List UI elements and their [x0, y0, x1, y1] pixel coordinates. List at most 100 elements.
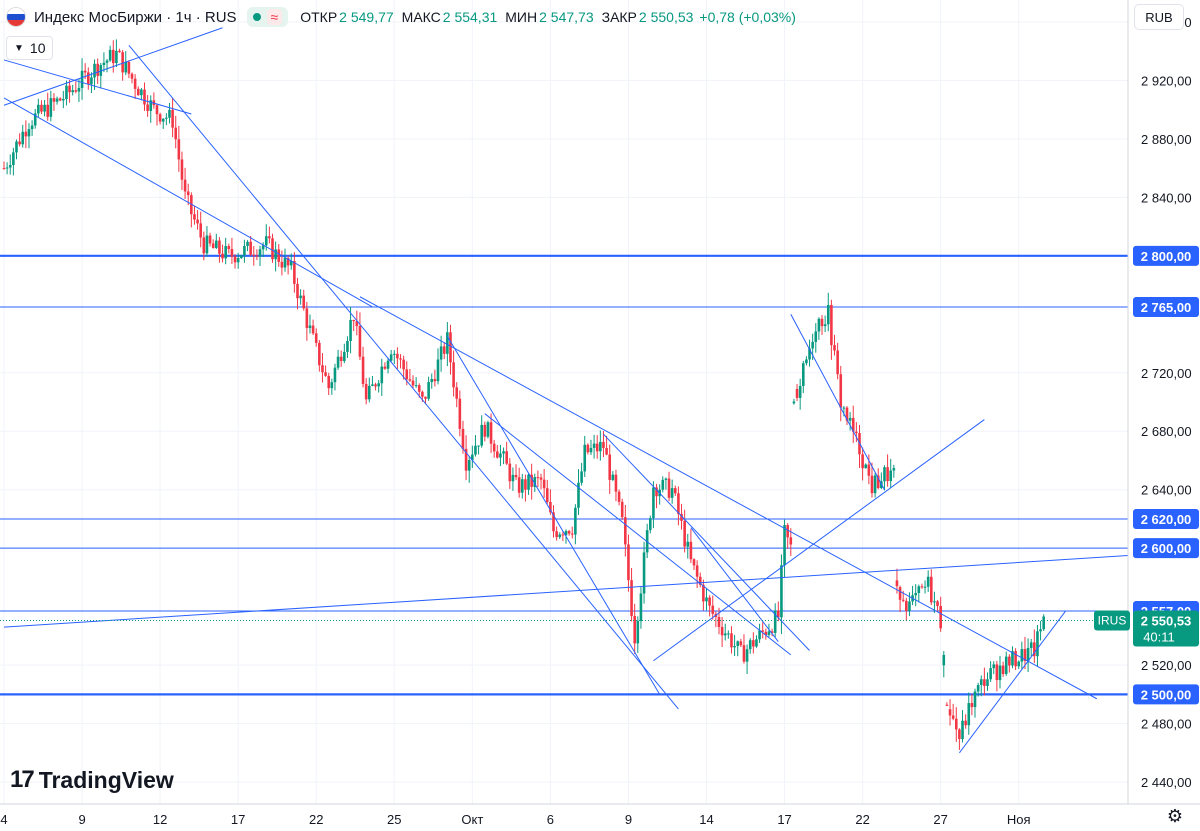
candle-body: [18, 141, 21, 145]
candle-body: [873, 475, 877, 494]
candle-body: [492, 443, 496, 452]
tradingview-logo[interactable]: 17 TradingView: [10, 766, 174, 794]
time-tick-label: 4: [0, 812, 7, 827]
candle-body: [121, 52, 124, 73]
candle-body: [792, 401, 796, 404]
candle-body: [177, 139, 181, 160]
candle-body: [464, 448, 468, 471]
candle-body: [140, 89, 143, 96]
candle-body: [21, 131, 25, 145]
candle-body: [961, 720, 964, 739]
symbol-title[interactable]: Индекс МосБиржи · 1ч · RUS: [34, 8, 237, 26]
candle-body: [1039, 629, 1042, 632]
time-axis[interactable]: [0, 804, 1200, 831]
candle-body: [630, 580, 633, 617]
candle-body: [586, 444, 590, 453]
trend-line[interactable]: [958, 610, 1066, 754]
price-axis[interactable]: [1128, 0, 1200, 831]
trend-line[interactable]: [484, 413, 792, 656]
candle-body: [146, 104, 149, 111]
currency-selector[interactable]: RUB: [1134, 4, 1184, 30]
candle-body: [52, 98, 56, 102]
price-tick-label: 2 440,00: [1141, 775, 1192, 790]
candle-body: [667, 478, 671, 498]
candle-body: [617, 491, 621, 502]
candle-body: [524, 479, 527, 490]
candle-body: [670, 488, 674, 498]
chart-settings-gear-icon[interactable]: ⚙: [1166, 805, 1184, 826]
candle-body: [552, 512, 555, 532]
trend-line[interactable]: [3, 59, 192, 115]
market-status-badge[interactable]: ≈: [246, 7, 289, 27]
candle-body: [33, 113, 37, 126]
trend-line[interactable]: [690, 527, 779, 643]
last-price-tag: [1133, 610, 1199, 647]
candle-body: [249, 241, 252, 255]
candle-body: [1001, 665, 1005, 674]
trend-line[interactable]: [3, 554, 1129, 628]
candle-body: [49, 98, 53, 117]
candle-body: [55, 98, 59, 102]
level-price-tag-label: 2 765,00: [1141, 300, 1192, 315]
horizontal-levels[interactable]: [0, 254, 1128, 696]
candle-body: [8, 165, 12, 168]
candle-body: [96, 63, 99, 76]
candle-body: [908, 601, 911, 612]
trend-line[interactable]: [3, 97, 373, 308]
level-price-tag: [1133, 538, 1199, 559]
candle-body: [580, 471, 583, 483]
time-tick-label: 14: [699, 812, 713, 827]
candle-body: [421, 391, 424, 397]
trend-line[interactable]: [128, 44, 679, 710]
candle-body: [923, 586, 927, 588]
candle-body: [471, 454, 474, 461]
candle-body: [336, 356, 340, 368]
candle-body: [783, 525, 786, 566]
candle-body: [914, 593, 917, 596]
candle-body: [399, 358, 402, 360]
candle-body: [773, 610, 777, 633]
candle-body: [199, 223, 202, 238]
candle-body: [867, 464, 871, 476]
candle-body: [502, 451, 505, 454]
trend-line[interactable]: [446, 335, 661, 695]
trend-lines[interactable]: [3, 27, 1129, 754]
candle-body: [777, 610, 780, 618]
trend-line[interactable]: [790, 314, 885, 490]
time-tick-label: 25: [387, 812, 401, 827]
candle-body: [939, 605, 942, 629]
candle-body: [577, 482, 580, 508]
candle-body: [58, 98, 62, 101]
candle-body: [486, 422, 490, 437]
candle-body: [408, 379, 412, 381]
candle-body: [264, 236, 268, 246]
trend-line[interactable]: [3, 27, 223, 106]
candle-body: [333, 367, 337, 383]
candle-body: [361, 356, 365, 384]
candle-body: [12, 152, 15, 166]
candle-body: [627, 544, 630, 581]
candle-body: [321, 365, 324, 373]
candle-body: [127, 61, 131, 74]
candle-body: [954, 718, 958, 730]
price-tick-label: 2 480,00: [1141, 717, 1192, 732]
candle-body: [327, 375, 331, 389]
trend-line[interactable]: [653, 419, 985, 662]
candle-body: [758, 630, 761, 640]
candle-body: [692, 559, 696, 566]
candle-body: [392, 353, 396, 355]
candle-body: [680, 513, 683, 521]
candle-body: [118, 50, 121, 53]
trend-line[interactable]: [603, 433, 810, 651]
symbol-header[interactable]: Индекс МосБиржи · 1ч · RUS ≈ ОТКР 2 549,7…: [0, 0, 796, 34]
candle-body: [995, 664, 999, 681]
candle-body: [149, 100, 153, 111]
time-tick-label: 22: [309, 812, 323, 827]
trend-line[interactable]: [359, 296, 1098, 700]
candle-body: [520, 479, 524, 493]
indicators-collapse-button[interactable]: ▼ 10: [6, 36, 54, 60]
candle-body: [970, 703, 974, 708]
candle-body: [383, 366, 387, 369]
candle-body: [549, 501, 552, 513]
